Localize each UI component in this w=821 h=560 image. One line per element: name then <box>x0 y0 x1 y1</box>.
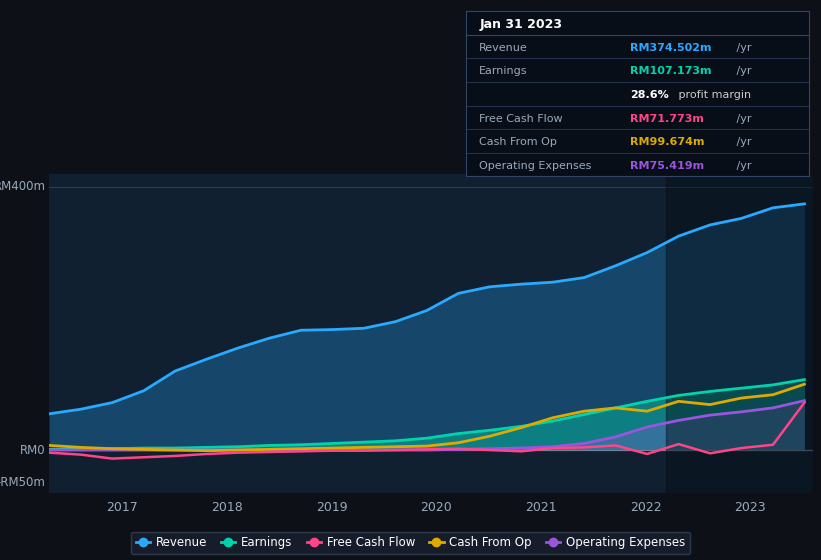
Text: RM71.773m: RM71.773m <box>631 114 704 124</box>
Text: RM107.173m: RM107.173m <box>631 67 712 76</box>
Text: Free Cash Flow: Free Cash Flow <box>479 114 563 124</box>
Text: 28.6%: 28.6% <box>631 90 669 100</box>
Text: /yr: /yr <box>733 43 752 53</box>
Text: /yr: /yr <box>733 67 752 76</box>
Text: Earnings: Earnings <box>479 67 528 76</box>
Text: RM400m: RM400m <box>0 180 45 193</box>
Text: Cash From Op: Cash From Op <box>479 137 557 147</box>
Legend: Revenue, Earnings, Free Cash Flow, Cash From Op, Operating Expenses: Revenue, Earnings, Free Cash Flow, Cash … <box>131 531 690 554</box>
Bar <box>667 174 813 493</box>
Text: /yr: /yr <box>733 114 752 124</box>
Text: /yr: /yr <box>733 137 752 147</box>
Text: -RM50m: -RM50m <box>0 477 45 489</box>
Text: RM99.674m: RM99.674m <box>631 137 704 147</box>
Text: RM75.419m: RM75.419m <box>631 161 704 171</box>
Text: RM374.502m: RM374.502m <box>631 43 712 53</box>
Text: Jan 31 2023: Jan 31 2023 <box>479 18 562 31</box>
Text: /yr: /yr <box>733 161 752 171</box>
Text: RM0: RM0 <box>20 444 45 456</box>
Text: Operating Expenses: Operating Expenses <box>479 161 592 171</box>
Text: Revenue: Revenue <box>479 43 528 53</box>
Text: profit margin: profit margin <box>675 90 751 100</box>
